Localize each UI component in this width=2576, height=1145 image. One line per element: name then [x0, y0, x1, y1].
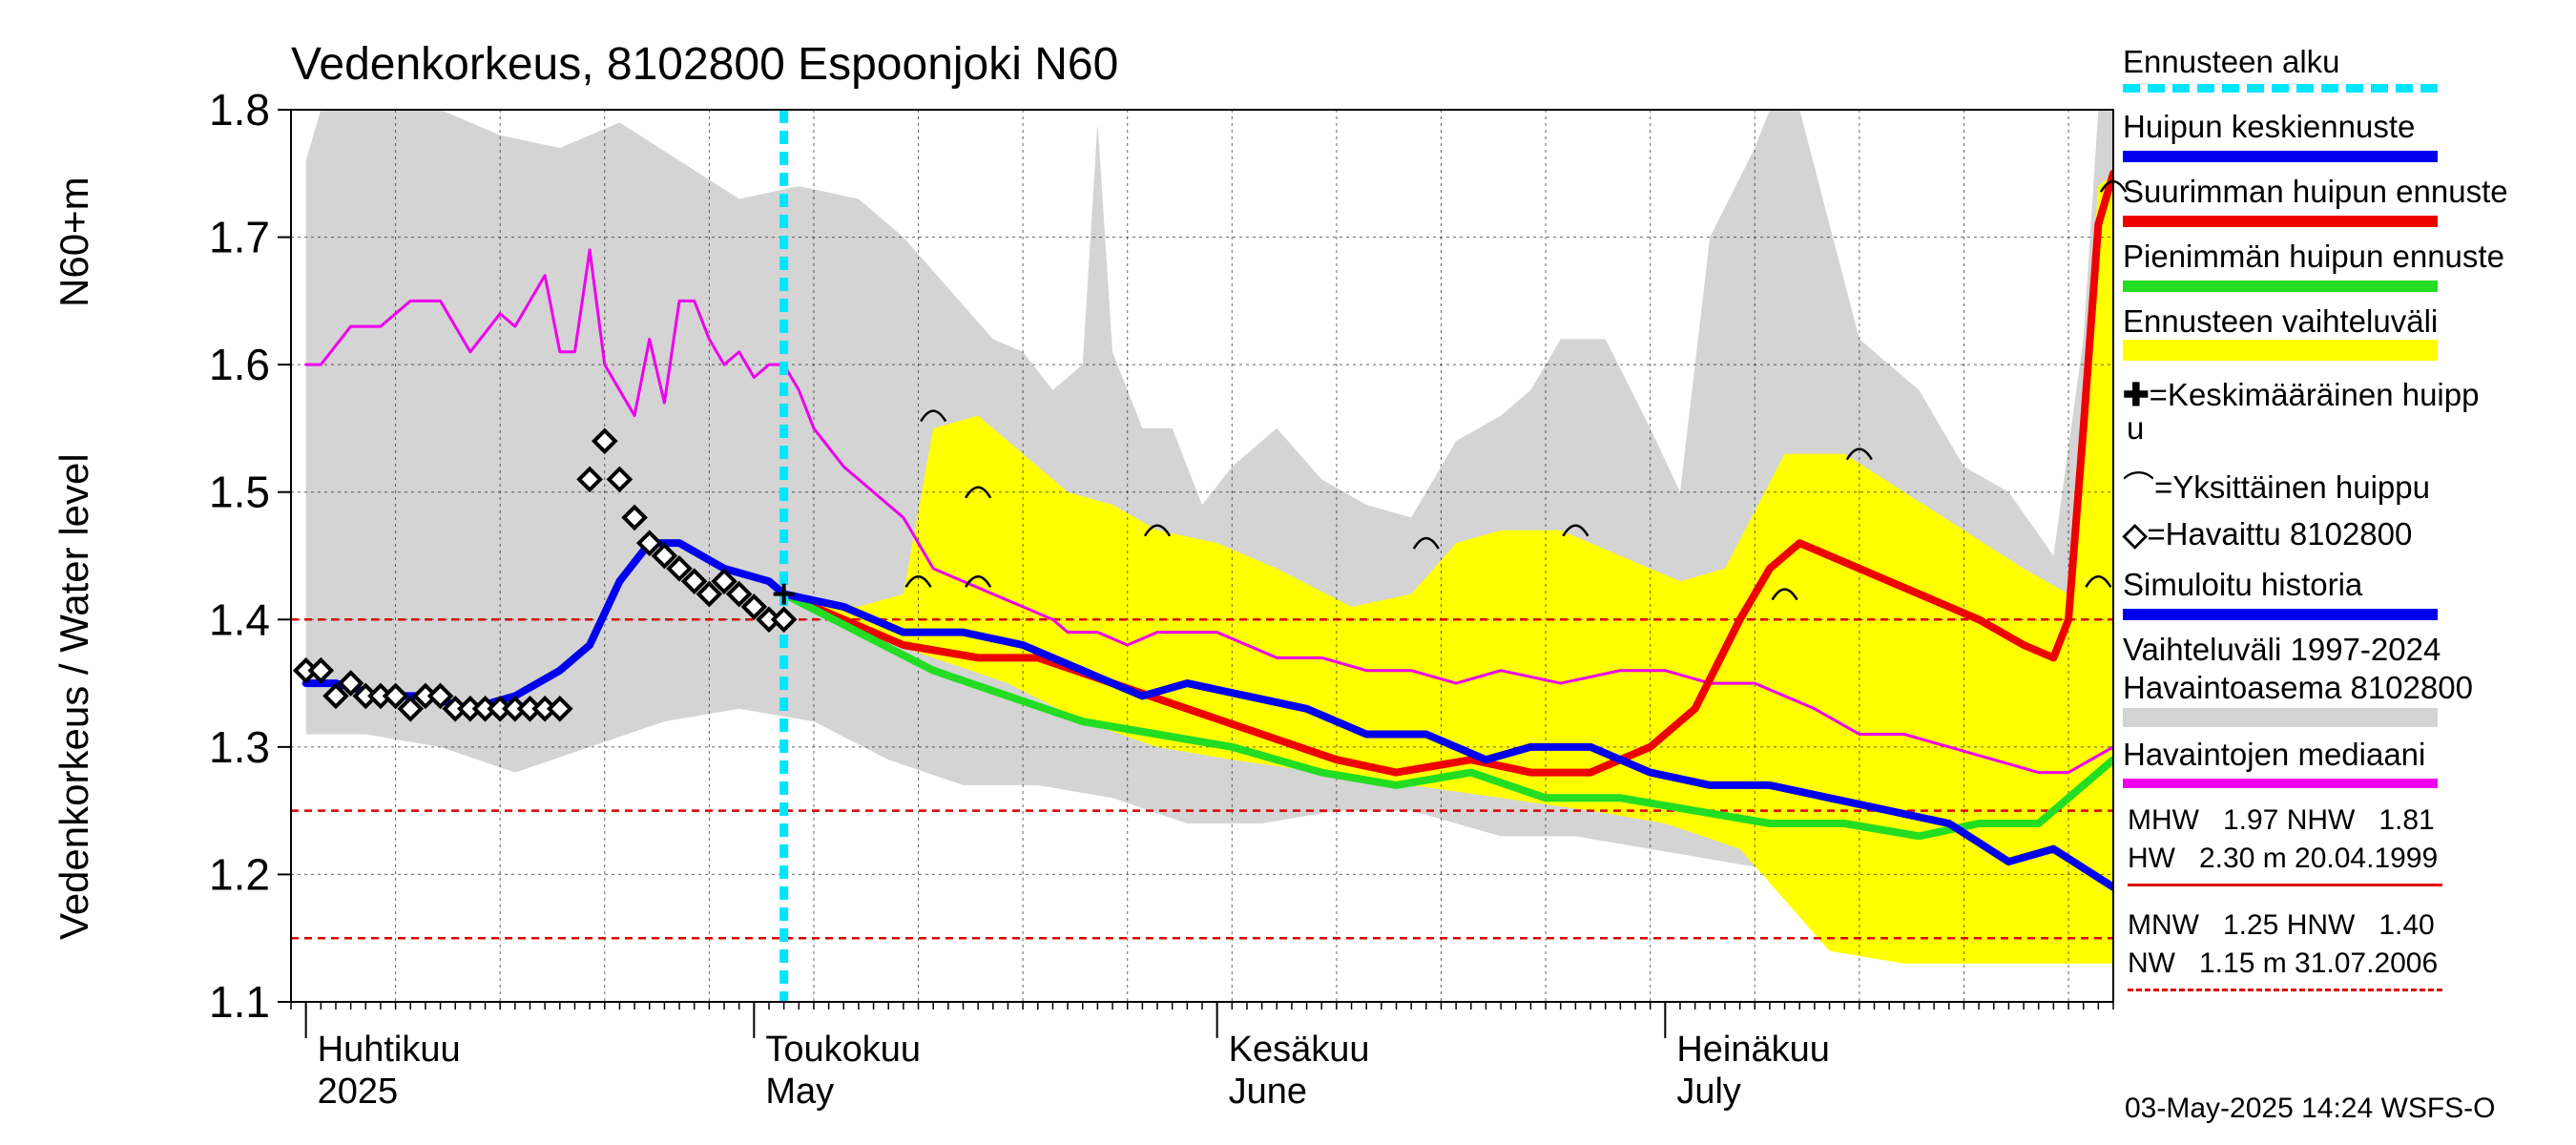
legend-avg-peak-wrap: u: [2127, 410, 2145, 446]
legend-median-swatch: [2123, 779, 2438, 788]
observed-point: [740, 593, 768, 620]
stat-nw-line: [2128, 989, 2442, 991]
y-tick-label: 1.2: [209, 849, 270, 899]
single-peak-marker: [965, 574, 992, 588]
observed-point: [711, 568, 737, 595]
y-tick-label: 1.4: [209, 594, 270, 644]
observed-point: [696, 580, 723, 608]
series-median: [304, 248, 2113, 775]
observed-point: [546, 695, 573, 722]
observed-point: [725, 580, 753, 608]
y-tick-label: 1.7: [209, 213, 270, 262]
single-peak-marker: [1562, 524, 1589, 537]
stat-hw: HW 2.30 m 20.04.1999: [2128, 843, 2439, 874]
x-month-label: Huhtikuu: [318, 1030, 461, 1070]
legend-forecast-start-label: Ennusteen alku: [2123, 44, 2340, 79]
series-max_peak: [779, 169, 2113, 777]
observed-point: [397, 695, 425, 722]
observed-point: [337, 670, 364, 697]
single-peak-marker: [1143, 524, 1172, 537]
observed-point: [606, 466, 634, 493]
observed-point: [770, 606, 798, 634]
legend-hist-range-label-1: Vaihteluväli 1997-2024: [2123, 632, 2441, 667]
series-mean_peak: [301, 539, 2113, 891]
legend-range-label: Ennusteen vaihteluväli: [2123, 303, 2439, 339]
x-month-sublabel: June: [1229, 1072, 1307, 1112]
legend-sim-history-label: Simuloitu historia: [2123, 567, 2363, 602]
observed-point: [591, 427, 618, 455]
legend-avg-peak-label: ✚=Keskimääräinen huipp: [2123, 376, 2479, 413]
legend-observed-text: =Havaittu 8102800: [2147, 516, 2413, 552]
single-peak-marker: [920, 409, 947, 423]
observed-point: [666, 555, 693, 582]
single-peak-marker: [1412, 536, 1440, 550]
legend-hist-range-label-2: Havaintoasema 8102800: [2123, 670, 2473, 705]
legend-mean-peak-swatch: [2123, 151, 2438, 162]
stat-mhw: MHW 1.97 NHW 1.81: [2128, 804, 2435, 836]
stat-nw: NW 1.15 m 31.07.2006: [2128, 947, 2439, 979]
forecast-range-area: [783, 173, 2113, 964]
single-peak-marker: [1771, 588, 1798, 601]
observed-point: [576, 466, 603, 493]
plus-icon: ✚: [2123, 377, 2150, 412]
x-month-sublabel: July: [1676, 1072, 1741, 1112]
observed-point: [322, 682, 349, 710]
legend-single-peak-text: =Yksittäinen huippu: [2154, 469, 2430, 505]
y-tick-label: 1.8: [209, 85, 270, 135]
observed-point: [426, 682, 454, 710]
observed-point: [680, 568, 708, 595]
observed-point: [621, 504, 648, 531]
legend-max-peak-swatch: [2123, 216, 2438, 227]
stat-hw-line: [2128, 884, 2442, 886]
y-axis-label: Vedenkorkeus / Water level: [52, 453, 96, 940]
x-month-sublabel: 2025: [318, 1072, 399, 1112]
diamond-icon: ◇: [2123, 516, 2148, 552]
arc-icon: ⌒: [2123, 469, 2154, 505]
y-tick-label: 1.6: [209, 340, 270, 389]
timestamp-footer: 03-May-2025 14:24 WSFS-O: [2125, 1093, 2496, 1124]
markers: [292, 110, 2128, 1002]
observed-point: [635, 530, 663, 556]
legend-max-peak-label: Suurimman huipun ennuste: [2123, 174, 2508, 209]
chart-title: Vedenkorkeus, 8102800 Espoonjoki N60: [291, 39, 1118, 90]
single-peak-marker: [965, 486, 992, 499]
legend-hist-range-swatch: [2123, 708, 2438, 727]
legend-forecast-start-swatch: [2123, 84, 2438, 93]
x-month-label: Heinäkuu: [1676, 1030, 1830, 1070]
series-min_peak: [779, 590, 2113, 841]
series-lines: [301, 169, 2113, 891]
legend-avg-peak-text: =Keskimääräinen huipp: [2149, 377, 2480, 412]
x-month-label: Toukokuu: [765, 1030, 921, 1070]
y-tick-label: 1.5: [209, 468, 270, 517]
observed-point: [382, 682, 409, 710]
legend-single-peak-label: ⌒=Yksittäinen huippu: [2123, 462, 2430, 508]
observed-point: [651, 542, 678, 570]
legend-min-peak-swatch: [2123, 281, 2438, 292]
legend-min-peak-label: Pienimmän huipun ennuste: [2123, 239, 2504, 274]
single-peak-marker: [2085, 574, 2112, 588]
legend-mean-peak-label: Huipun keskiennuste: [2123, 109, 2416, 144]
observed-point: [307, 656, 335, 684]
reference-lines: [291, 618, 2113, 940]
legend-range-swatch: [2123, 340, 2438, 361]
mean-peak-marker: [773, 583, 795, 605]
y-tick-label: 1.3: [209, 722, 270, 772]
legend-sim-history-swatch: [2123, 609, 2438, 620]
x-month-sublabel: May: [765, 1072, 834, 1112]
legend-observed-label: ◇=Havaittu 8102800: [2123, 515, 2412, 552]
stat-mnw: MNW 1.25 HNW 1.40: [2128, 909, 2435, 941]
forecast-range-band: [783, 173, 2113, 964]
x-month-label: Kesäkuu: [1229, 1030, 1370, 1070]
grid: [291, 109, 2113, 1003]
y-tick-label: 1.1: [209, 977, 270, 1027]
legend-median-label: Havaintojen mediaani: [2123, 737, 2426, 772]
single-peak-marker: [1845, 448, 1873, 461]
single-peak-marker: [904, 574, 932, 588]
y-axis-unit: N60+m: [52, 177, 96, 307]
